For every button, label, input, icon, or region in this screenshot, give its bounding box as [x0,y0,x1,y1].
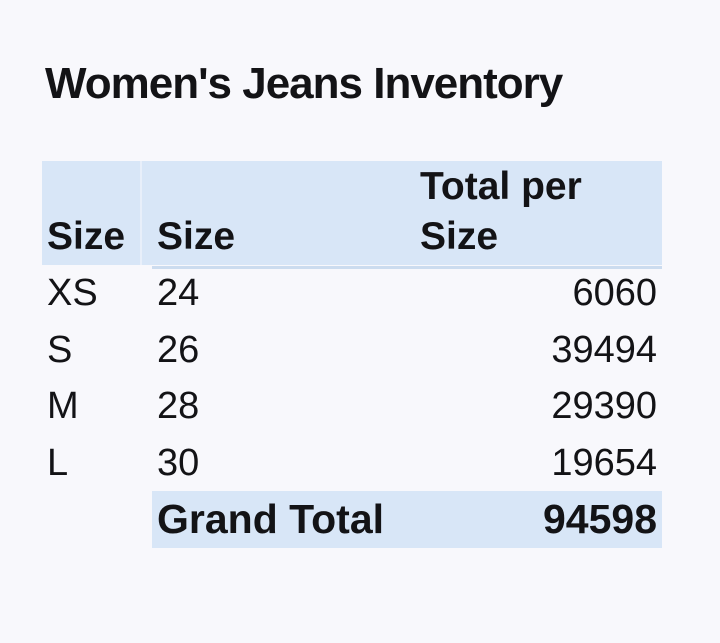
cell-size-number[interactable]: 30 [157,441,200,484]
grand-total-row: Grand Total 94598 [42,491,662,548]
grand-total-value-cell[interactable]: 94598 [414,491,662,548]
cell-total-per-size[interactable]: 29390 [551,385,657,427]
cell-size-number[interactable]: 24 [157,272,200,314]
table-row-m: M 28 29390 [42,378,662,435]
cell-size-letter[interactable]: M [47,385,79,427]
header-cell-total-per-size[interactable]: Total per Size [420,165,582,258]
cell-size-number[interactable]: 28 [157,385,200,427]
header-column-divider [140,161,142,265]
header-cell-size-letter[interactable]: Size [47,215,126,258]
header-underline [152,266,662,269]
cell-size-letter[interactable]: S [47,328,73,371]
cell-size-number[interactable]: 26 [157,328,200,371]
cell-total-per-size[interactable]: 39494 [551,328,657,371]
table-row-s: S 26 39494 [42,322,662,379]
header-cell-size-number[interactable]: Size [157,215,236,258]
header-row: Size Size Total per Size [42,161,662,265]
grand-total-spacer-cell [42,491,152,548]
table-row-l: L 30 19654 [42,435,662,492]
table-row-xs: XS 24 6060 [42,265,662,322]
cell-size-letter[interactable]: L [47,441,69,484]
cell-size-letter[interactable]: XS [47,272,98,314]
cell-total-per-size[interactable]: 6060 [572,272,657,314]
pivot-table: Size Size Total per Size XS 24 6060 S 26… [42,161,662,548]
grand-total-label-cell[interactable]: Grand Total [152,491,414,548]
table-title: Women's Jeans Inventory [45,59,563,108]
cell-total-per-size[interactable]: 19654 [551,441,657,484]
